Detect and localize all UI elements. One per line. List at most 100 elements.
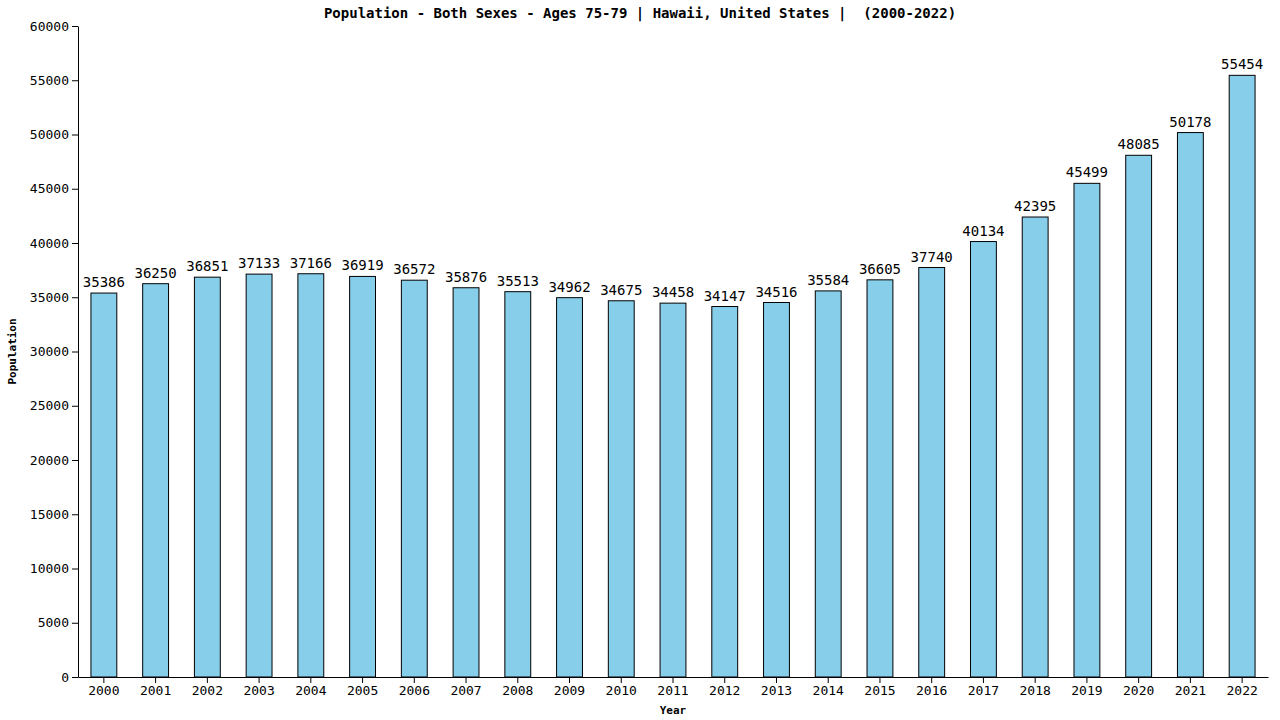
y-tick-label: 60000 [30,19,69,34]
x-tick-mark [259,677,260,683]
data-label: 40134 [962,223,1004,239]
bar [867,280,893,677]
x-tick-label: 2021 [1175,683,1206,698]
bar [453,288,479,677]
bar [919,268,945,677]
x-tick-mark [1138,677,1139,683]
x-tick-mark [569,677,570,683]
x-tick-mark [517,677,518,683]
x-tick-label: 2017 [968,683,999,698]
data-label: 45499 [1066,164,1108,180]
bar [91,293,117,677]
x-tick-label: 2009 [554,683,585,698]
data-label: 36250 [135,265,177,281]
x-tick-label: 2020 [1123,683,1154,698]
y-axis-title: Population [6,318,19,384]
x-tick: 2001 [140,677,171,698]
data-label: 34962 [548,279,590,295]
x-tick: 2019 [1071,677,1102,698]
x-tick-label: 2004 [295,683,326,698]
x-tick: 2018 [1020,677,1051,698]
bars [91,75,1255,677]
x-tick: 2006 [399,677,430,698]
y-tick-mark [72,26,78,27]
x-tick: 2002 [192,677,223,698]
data-label: 55454 [1221,56,1263,72]
bar [194,277,220,677]
x-tick: 2009 [554,677,585,698]
x-tick-label: 2018 [1020,683,1051,698]
x-tick-label: 2006 [399,683,430,698]
x-tick-mark [155,677,156,683]
y-tick: 45000 [30,181,78,196]
bar [350,276,376,677]
y-tick-mark [72,406,78,407]
data-label: 34675 [600,282,642,298]
x-tick-mark [1190,677,1191,683]
y-tick-label: 0 [61,670,69,685]
x-tick: 2013 [761,677,792,698]
y-tick-label: 15000 [30,507,69,522]
data-label: 36605 [859,261,901,277]
data-label: 36572 [393,261,435,277]
x-tick: 2007 [450,677,481,698]
x-tick-mark [724,677,725,683]
y-tick-mark [72,623,78,624]
x-tick: 2005 [347,677,378,698]
plot: 0500010000150002000025000300003500040000… [30,19,1269,699]
y-tick-mark [72,677,78,678]
data-label: 37166 [290,255,332,271]
x-tick-label: 2022 [1226,683,1257,698]
x-tick-mark [931,677,932,683]
data-label: 42395 [1014,198,1056,214]
x-tick-label: 2010 [606,683,637,698]
bar [712,307,738,677]
bar [608,301,634,677]
bar [401,280,427,677]
x-tick: 2000 [88,677,119,698]
y-tick-label: 30000 [30,344,69,359]
data-label: 35513 [497,273,539,289]
y-tick-label: 45000 [30,181,69,196]
bar [971,242,997,677]
x-tick-mark [414,677,415,683]
x-tick-label: 2001 [140,683,171,698]
y-tick-mark [72,460,78,461]
x-tick-label: 2016 [916,683,947,698]
y-tick-label: 5000 [38,615,69,630]
data-label: 35386 [83,274,125,290]
bar [815,291,841,677]
bar [764,303,790,677]
data-label: 37133 [238,255,280,271]
y-tick-label: 20000 [30,453,69,468]
x-tick-mark [362,677,363,683]
x-tick: 2017 [968,677,999,698]
y-tick: 20000 [30,453,78,468]
bar [1074,183,1100,677]
x-tick: 2008 [502,677,533,698]
data-label: 35876 [445,269,487,285]
data-label: 50178 [1169,114,1211,130]
y-tick-mark [72,80,78,81]
y-tick: 60000 [30,19,78,34]
x-tick: 2020 [1123,677,1154,698]
data-label: 36919 [341,257,383,273]
y-tick-mark [72,297,78,298]
x-tick-label: 2012 [709,683,740,698]
data-label: 36851 [186,258,228,274]
x-tick-mark [983,677,984,683]
x-tick-mark [879,677,880,683]
bar [505,292,531,677]
y-tick-label: 40000 [30,236,69,251]
y-tick-mark [72,514,78,515]
y-tick: 30000 [30,344,78,359]
bar [1126,155,1152,677]
y-tick: 35000 [30,290,78,305]
x-tick-mark [466,677,467,683]
y-tick: 0 [61,670,78,685]
bar [1229,75,1255,677]
x-tick-mark [1035,677,1036,683]
bar [143,284,169,677]
bar [1022,217,1048,677]
y-tick-label: 10000 [30,561,69,576]
